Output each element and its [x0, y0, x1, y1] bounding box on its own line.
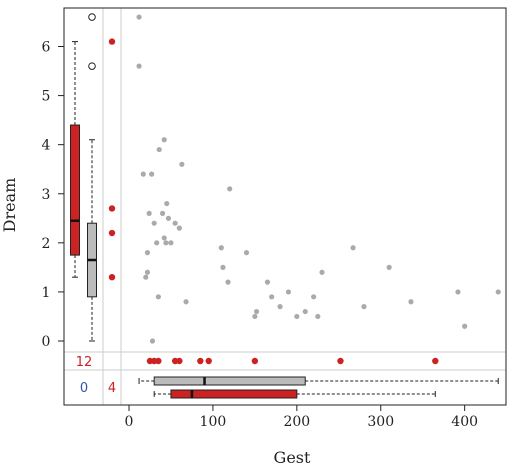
data-point — [163, 240, 169, 246]
data-point — [161, 235, 167, 241]
boxplot-gest-missing-dream-box — [170, 389, 298, 399]
y-tick-label: 2 — [42, 236, 51, 252]
boxplot-gest-observed-dream-box — [153, 376, 306, 386]
count-gest-missing: 4 — [108, 381, 116, 396]
data-point — [285, 289, 292, 295]
data-point — [154, 240, 160, 246]
missing-gest-point — [108, 205, 116, 212]
boxplots-layer — [70, 13, 499, 399]
data-point — [144, 250, 151, 256]
x-tick-label: 100 — [200, 414, 227, 430]
count-both-missing: 0 — [80, 381, 88, 396]
x-tick-label: 200 — [283, 414, 310, 430]
data-point — [350, 245, 356, 251]
data-point — [143, 274, 149, 280]
frame-layer — [64, 8, 506, 405]
data-point — [243, 250, 250, 256]
missing-dream-point — [337, 357, 344, 365]
data-point — [253, 308, 260, 315]
data-point — [408, 299, 414, 305]
data-point — [176, 225, 182, 231]
data-point — [168, 240, 174, 246]
data-point — [294, 313, 300, 320]
y-tick-label: 0 — [42, 334, 51, 350]
x-tick-label: 0 — [125, 414, 134, 430]
y-tick-label: 6 — [42, 40, 51, 56]
x-tick-label: 400 — [451, 414, 478, 430]
data-point — [179, 161, 185, 167]
data-point — [319, 269, 325, 275]
data-point — [495, 289, 501, 295]
data-point — [302, 308, 308, 315]
data-point — [144, 269, 151, 275]
x-axis-title: Gest — [274, 448, 311, 467]
boxplot-dream-observed-gest-outlier — [88, 13, 96, 21]
data-point — [227, 186, 233, 192]
data-point — [149, 171, 155, 177]
data-point — [218, 245, 224, 251]
missing-gest-point — [108, 273, 116, 281]
data-point — [172, 220, 178, 226]
data-point — [165, 215, 172, 221]
data-point — [462, 323, 468, 329]
missing-dream-point — [197, 357, 204, 365]
data-point — [277, 304, 283, 310]
data-point — [149, 338, 156, 344]
missing-dream-point — [155, 357, 162, 365]
y-axis-title: Dream — [0, 178, 19, 233]
data-point — [225, 279, 231, 285]
data-point — [315, 313, 321, 320]
y-tick-label: 5 — [42, 89, 51, 105]
missing-dream-point — [205, 357, 212, 365]
count-dream-missing: 12 — [76, 355, 93, 370]
data-point — [146, 210, 152, 216]
missing-gest-point — [108, 38, 116, 45]
data-point — [164, 200, 170, 207]
y-tick-label: 4 — [42, 138, 51, 154]
data-point — [386, 264, 392, 270]
data-point — [151, 220, 157, 226]
data-point — [136, 63, 142, 69]
y-tick-label: 3 — [42, 187, 51, 203]
data-point — [311, 294, 317, 300]
points-layer — [108, 14, 501, 365]
data-point — [361, 304, 367, 310]
boxplot-dream-missing-gest-box — [70, 124, 80, 256]
data-point — [161, 137, 167, 143]
missing-dream-point — [251, 357, 259, 365]
axes-layer: 01002003004005006000123456 — [42, 7, 507, 430]
plot-frame — [63, 7, 507, 406]
data-point — [220, 264, 226, 270]
missing-dream-point — [176, 357, 183, 365]
data-point — [455, 289, 461, 295]
data-point — [136, 14, 142, 20]
data-point — [252, 313, 258, 320]
data-point — [159, 210, 166, 216]
data-point — [156, 146, 162, 153]
data-point — [155, 294, 161, 300]
data-point — [183, 299, 189, 305]
x-tick-label: 300 — [367, 414, 394, 430]
data-point — [140, 171, 146, 177]
missing-dream-point — [432, 357, 439, 365]
data-point — [269, 294, 275, 300]
missing-gest-point — [108, 229, 116, 237]
y-tick-label: 1 — [42, 285, 51, 301]
boxplot-dream-observed-gest-outlier — [88, 62, 96, 70]
data-point — [264, 279, 271, 285]
